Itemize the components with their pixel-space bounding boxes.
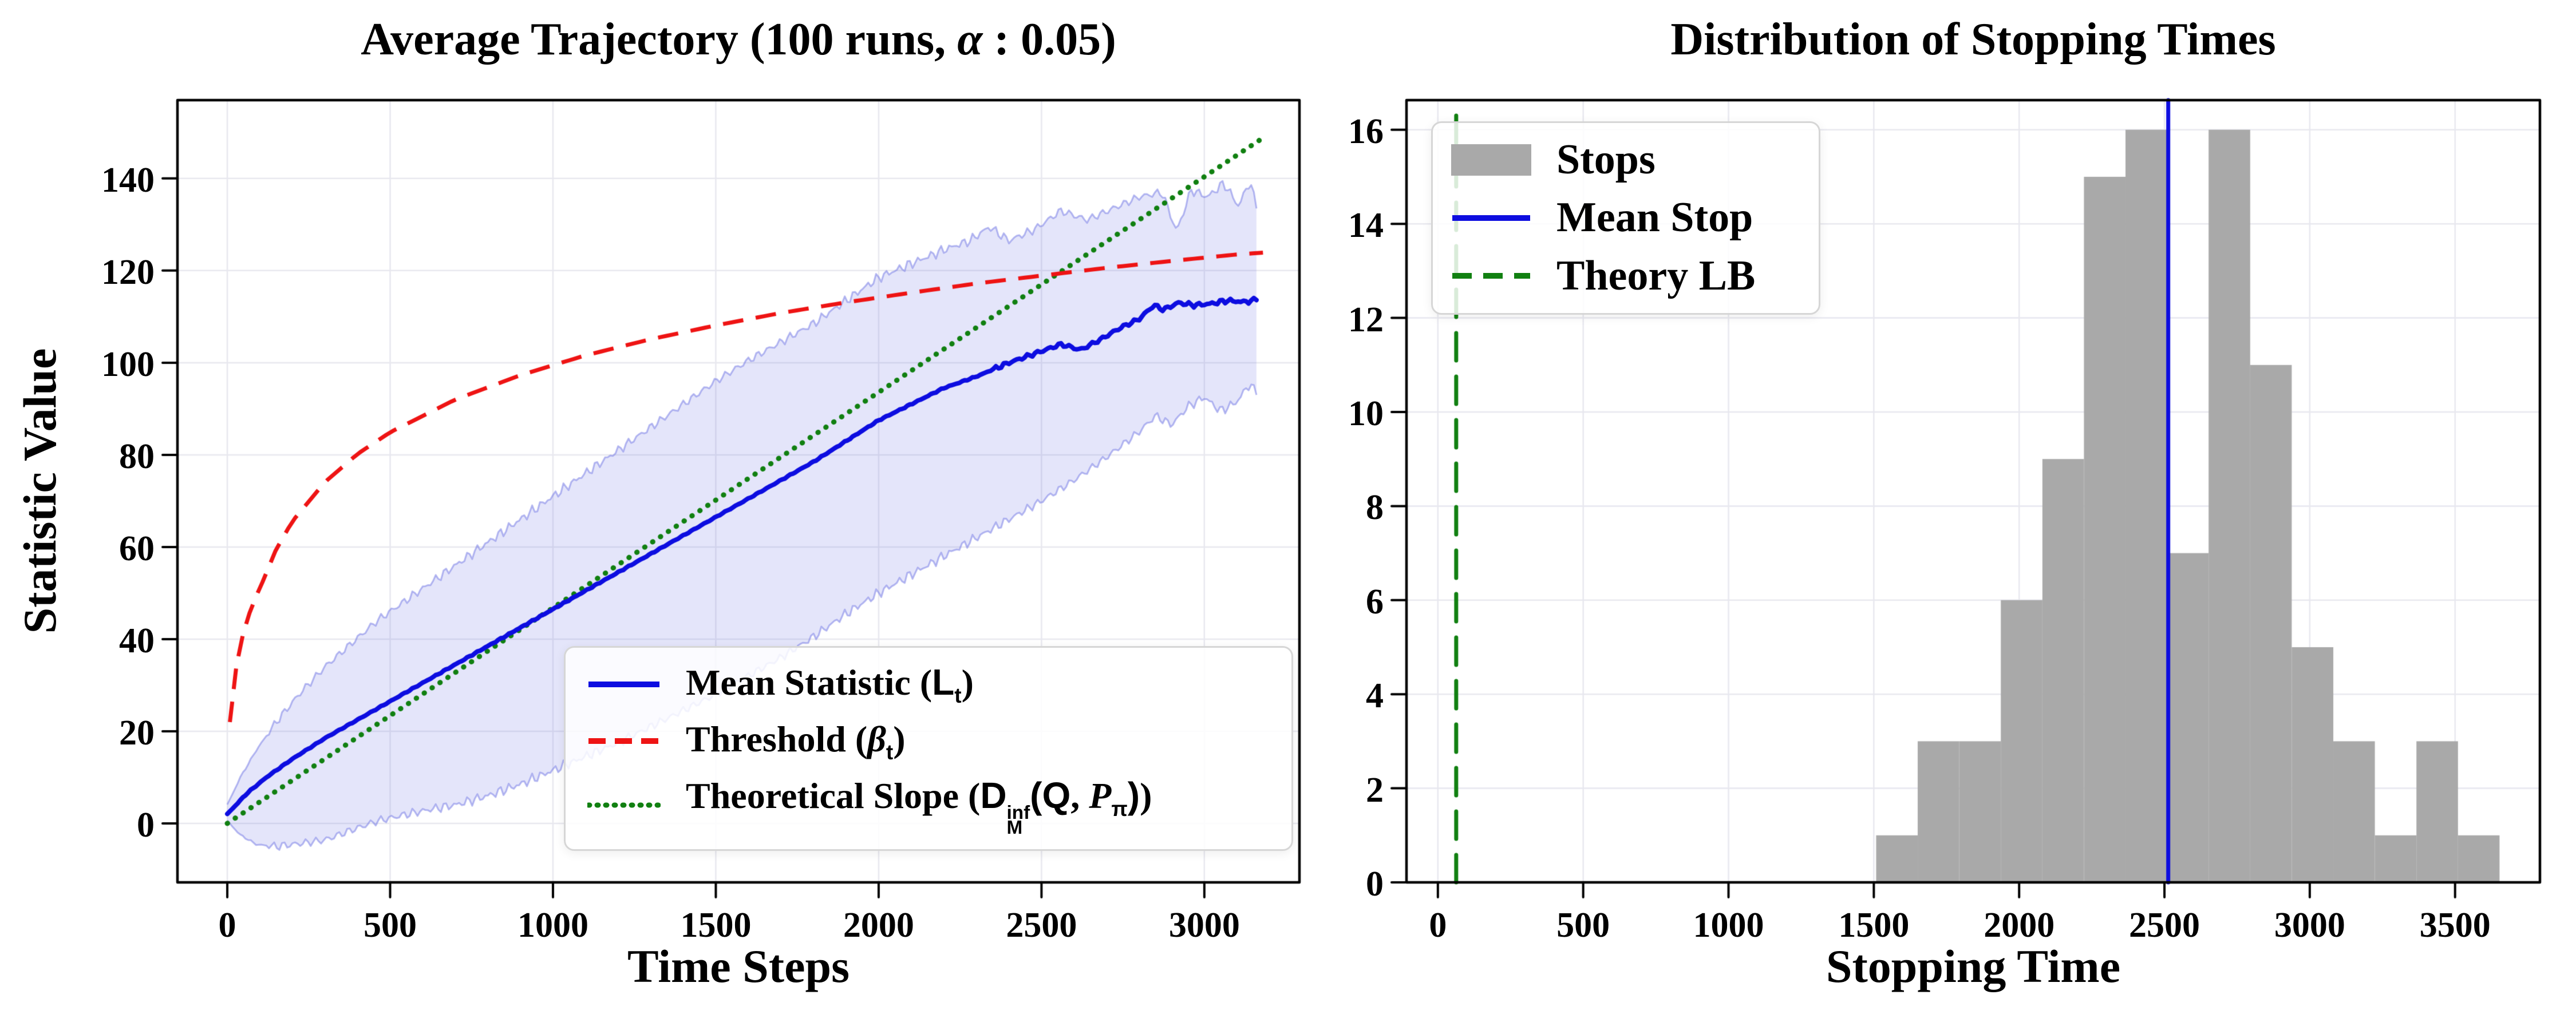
left-chart-y-tick-label: 80 bbox=[119, 437, 155, 476]
right-chart-y-tick-label: 6 bbox=[1366, 582, 1384, 621]
label-part: α bbox=[957, 14, 983, 65]
legend-item-label: Mean Stop bbox=[1556, 193, 1753, 242]
left-chart-x-tick-label: 2000 bbox=[843, 906, 914, 945]
right-chart-y-tick-label: 10 bbox=[1348, 394, 1384, 434]
label-part: Average Trajectory (100 runs, bbox=[361, 14, 958, 65]
right-chart-y-tick-label: 4 bbox=[1366, 676, 1384, 716]
legend-line-swatch bbox=[588, 681, 659, 687]
label-part: P bbox=[1089, 775, 1112, 817]
left-y-axis-label: Statistic Value bbox=[14, 348, 66, 634]
label-part: ) bbox=[893, 718, 906, 759]
left-chart-x-tick-label: 1000 bbox=[517, 906, 588, 945]
label-part: , bbox=[1070, 775, 1089, 817]
label-part: (Q bbox=[1030, 775, 1071, 817]
left-chart-y-tick-label: 0 bbox=[137, 806, 155, 845]
label-part: Theoretical Slope ( bbox=[686, 775, 981, 817]
left-chart-y-tick-label: 20 bbox=[119, 714, 155, 753]
label-part: Stops bbox=[1556, 136, 1656, 184]
legend-item-mean-stop: Mean Stop bbox=[1451, 193, 1800, 242]
right-x-axis-label: Stopping Time bbox=[1826, 940, 2121, 992]
right-chart-y-tick-label: 2 bbox=[1366, 770, 1384, 810]
label-part: π bbox=[1111, 797, 1128, 821]
label-part: Theory LB bbox=[1556, 252, 1756, 299]
left-chart-x-tick-label: 3000 bbox=[1168, 906, 1240, 945]
legend-patch-swatch bbox=[1451, 144, 1531, 176]
right-chart-legend: Stops Mean Stop Theory LB bbox=[1431, 121, 1820, 315]
label-part: ) bbox=[1127, 775, 1140, 817]
legend-item-theoretical-slope: Theoretical Slope (D inf M (Q, Pπ)) bbox=[587, 774, 1270, 839]
right-chart-x-tick-label: 0 bbox=[1429, 906, 1447, 945]
legend-line-swatch bbox=[1452, 273, 1530, 279]
legend-item-stops: Stops bbox=[1451, 136, 1800, 184]
label-part: ) bbox=[961, 661, 974, 703]
label-part: inf M bbox=[1006, 802, 1030, 839]
left-chart-x-tick-label: 2500 bbox=[1006, 906, 1077, 945]
right-chart-x-tick-label: 3500 bbox=[2419, 906, 2491, 945]
legend-line-swatch bbox=[587, 802, 661, 808]
label-part: D bbox=[980, 775, 1007, 817]
right-chart-x-tick-label: 2000 bbox=[1984, 906, 2055, 945]
legend-item-label: Mean Statistic (Lt) bbox=[686, 661, 974, 708]
left-chart-y-tick-label: 140 bbox=[101, 160, 155, 200]
right-chart-x-tick-label: 1500 bbox=[1838, 906, 1910, 945]
left-chart-x-tick-label: 1500 bbox=[680, 906, 752, 945]
right-chart-y-tick-label: 16 bbox=[1348, 112, 1384, 151]
left-chart-y-tick-label: 60 bbox=[119, 529, 155, 569]
label-part: ) bbox=[1140, 775, 1152, 817]
label-part: L bbox=[932, 661, 955, 703]
right-chart-y-tick-label: 0 bbox=[1366, 865, 1384, 904]
left-chart-legend: Mean Statistic (Lt) Threshold (βt) Theoret… bbox=[564, 646, 1293, 851]
left-chart-y-tick-label: 100 bbox=[101, 344, 155, 384]
right-chart-x-tick-label: 500 bbox=[1556, 906, 1610, 945]
legend-item-label: Theoretical Slope (D inf M (Q, Pπ)) bbox=[686, 774, 1152, 839]
legend-line-swatch bbox=[1452, 215, 1530, 221]
label-part: β bbox=[867, 718, 886, 759]
left-chart-x-tick-label: 0 bbox=[218, 906, 236, 945]
right-chart-y-tick-label: 12 bbox=[1348, 300, 1384, 339]
label-part: Threshold ( bbox=[686, 718, 868, 759]
legend-item-label: Threshold (βt) bbox=[686, 718, 906, 764]
label-part: Mean Stop bbox=[1556, 194, 1753, 241]
left-x-axis-label: Time Steps bbox=[627, 940, 850, 992]
right-chart-x-tick-label: 2500 bbox=[2129, 906, 2200, 945]
label-part: : 0.05) bbox=[982, 14, 1116, 65]
left-chart-y-tick-label: 120 bbox=[101, 252, 155, 292]
right-chart-title: Distribution of Stopping Times bbox=[1670, 14, 2276, 65]
legend-item-threshold: Threshold (βt) bbox=[587, 718, 1270, 764]
legend-item-mean-statistic: Mean Statistic (Lt) bbox=[587, 661, 1270, 708]
right-chart-y-tick-label: 14 bbox=[1348, 206, 1384, 245]
right-chart-x-tick-label: 3000 bbox=[2274, 906, 2345, 945]
left-chart-x-tick-label: 500 bbox=[364, 906, 417, 945]
legend-line-swatch bbox=[588, 738, 659, 744]
label-part: t bbox=[886, 739, 894, 764]
legend-item-theory-lb: Theory LB bbox=[1451, 252, 1800, 300]
left-chart-title: Average Trajectory (100 runs, α : 0.05) bbox=[361, 14, 1116, 66]
label-part: t bbox=[954, 683, 962, 707]
left-chart-y-tick-label: 40 bbox=[119, 621, 155, 661]
legend-item-label: Stops bbox=[1556, 136, 1656, 184]
right-chart-y-tick-label: 8 bbox=[1366, 488, 1384, 528]
label-part: Mean Statistic ( bbox=[686, 661, 933, 703]
legend-item-label: Theory LB bbox=[1556, 252, 1755, 300]
right-chart-x-tick-label: 1000 bbox=[1693, 906, 1764, 945]
